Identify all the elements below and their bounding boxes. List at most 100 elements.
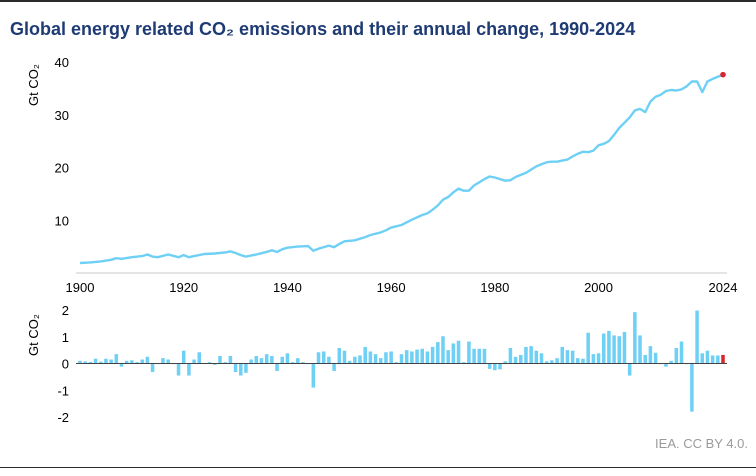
annual-change-bar (98, 361, 103, 364)
annual-change-bar (119, 363, 124, 367)
annual-change-bar (285, 353, 290, 364)
annual-change-bar (78, 360, 82, 364)
annual-change-bar (664, 363, 668, 367)
annual-change-bar (700, 353, 705, 364)
annual-change-bar (716, 355, 720, 364)
annual-change-bar (249, 359, 253, 364)
annual-change-bar (669, 360, 673, 364)
annual-change-bar (482, 348, 487, 364)
annual-change-bar (223, 362, 227, 364)
annual-change-bar (244, 363, 248, 373)
annual-change-bar (93, 358, 98, 364)
annual-change-bar (627, 363, 632, 376)
annual-change-bar (399, 354, 404, 364)
annual-change-bar (135, 362, 139, 364)
annual-change-bar (332, 363, 336, 371)
line-x-tick-label: 1980 (480, 280, 509, 295)
annual-change-bar (316, 352, 321, 364)
annual-change-bar (358, 355, 362, 364)
annual-change-bar (705, 350, 710, 364)
annual-change-bar (389, 351, 393, 364)
annual-change-bar (238, 363, 243, 376)
annual-change-bar (218, 356, 222, 364)
annual-change-bar (275, 363, 279, 371)
annual-change-bar (544, 361, 549, 364)
bar-chart-panel: 2 1 0 -1 -2 Gt CO₂ (26, 303, 727, 425)
annual-change-bar (363, 346, 367, 364)
annual-change-bar (130, 360, 134, 364)
emissions-series-line (79, 73, 724, 265)
bar-y-tick-label: 1 (62, 330, 69, 345)
annual-change-bar (145, 356, 150, 364)
annual-change-bar (420, 348, 425, 364)
latest-value-dot (720, 71, 726, 78)
annual-change-bar (176, 363, 181, 376)
annual-change-bar (513, 356, 518, 364)
annual-change-bar (467, 341, 471, 364)
annual-change-bar (88, 361, 93, 364)
annual-change-bar (555, 358, 559, 364)
annual-change-bar (560, 346, 565, 364)
line-x-tick-label: 1940 (273, 280, 302, 295)
annual-change-bar (550, 360, 554, 364)
bar-y-tick-label: -1 (57, 383, 69, 398)
annual-change-bar (384, 352, 388, 364)
annual-change-bar (379, 358, 383, 364)
annual-change-bar (581, 358, 585, 364)
source-credit: IEA. CC BY 4.0. (655, 436, 748, 451)
annual-change-bar (674, 347, 679, 364)
annual-change-bar (353, 356, 357, 364)
bar-y-tick-label: 2 (62, 303, 69, 318)
bar-y-axis-label: Gt CO₂ (26, 314, 41, 356)
annual-change-bar (565, 350, 570, 364)
bar-y-tick-label: -2 (57, 410, 69, 425)
bottom-rule (0, 467, 756, 468)
annual-change-bar (368, 351, 373, 364)
annual-change-bar (539, 353, 544, 364)
annual-change-bar (270, 356, 274, 364)
annual-change-bar (166, 359, 170, 364)
annual-change-bar (441, 336, 445, 364)
annual-change-bar (643, 354, 647, 364)
annual-change-bar (311, 363, 316, 388)
annual-change-bar (104, 358, 108, 364)
annual-change-bar (259, 358, 264, 364)
annual-change-bar (508, 347, 513, 364)
annual-change-bar (622, 331, 627, 364)
annual-change-bar (197, 352, 202, 364)
annual-change-bar (296, 358, 300, 364)
annual-change-bar (410, 351, 414, 364)
annual-change-bar (601, 333, 606, 364)
annual-change-bar (124, 360, 129, 364)
annual-change-bar (456, 340, 461, 364)
annual-change-bar (394, 362, 399, 364)
annual-change-bar (301, 362, 305, 364)
line-y-tick-label: 30 (55, 108, 69, 123)
annual-change-bar (207, 362, 212, 364)
line-y-tick-label: 10 (55, 213, 69, 228)
annual-change-bar (264, 354, 269, 364)
annual-change-bar (461, 362, 466, 364)
annual-change-bar (140, 359, 144, 364)
annual-change-bar (493, 363, 497, 371)
annual-change-bar (425, 351, 430, 364)
annual-change-bar (181, 350, 186, 364)
annual-change-bar (337, 347, 342, 364)
annual-change-bar (524, 346, 528, 364)
annual-change-bar (415, 349, 419, 364)
annual-change-bar (430, 346, 435, 364)
annual-change-bar (347, 360, 352, 364)
chart-title: Global energy related CO₂ emissions and … (10, 19, 636, 39)
annual-change-bar (373, 354, 378, 364)
line-x-tick-label: 2024 (709, 280, 738, 295)
annual-change-bar (607, 330, 611, 364)
annual-change-bar (617, 336, 622, 364)
annual-change-bar (114, 354, 119, 364)
annual-change-bar (451, 343, 456, 364)
annual-change-bar (161, 358, 165, 364)
annual-change-bar (710, 355, 715, 364)
line-x-tick-label: 1960 (377, 280, 406, 295)
annual-change-bar-latest (721, 354, 725, 364)
annual-change-bar (150, 363, 155, 373)
annual-change-bar (612, 335, 616, 364)
